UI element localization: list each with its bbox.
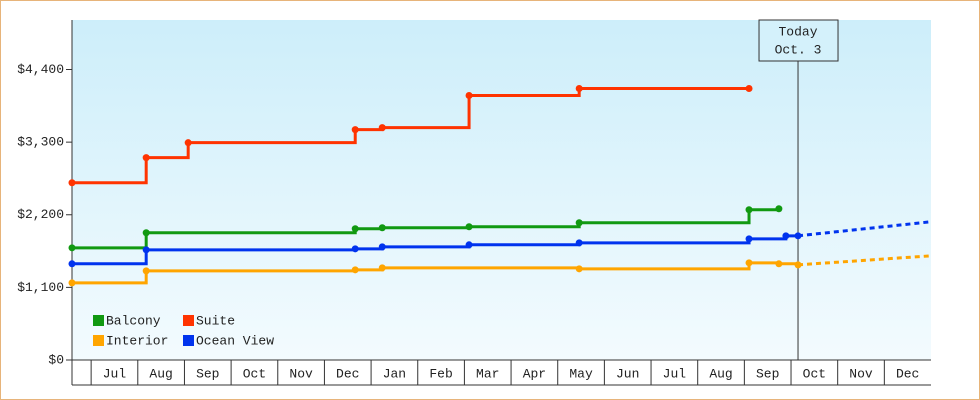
forecast-line	[797, 254, 932, 267]
data-point	[351, 225, 359, 233]
data-point	[378, 124, 386, 132]
data-point	[745, 206, 753, 214]
x-tick-label: Jul	[663, 366, 687, 381]
legend-swatch	[93, 335, 104, 346]
data-point	[351, 266, 359, 274]
today-box	[758, 19, 839, 62]
data-point	[378, 224, 386, 232]
data-point	[142, 154, 150, 162]
x-tick-label: Aug	[709, 366, 732, 381]
data-point	[142, 229, 150, 237]
data-point	[142, 246, 150, 254]
x-tick-label: May	[569, 366, 593, 381]
x-tick-label: Jan	[383, 366, 406, 381]
data-point	[575, 239, 583, 247]
data-point	[68, 179, 76, 187]
legend-label: Ocean View	[196, 333, 274, 348]
x-tick-label: Apr	[523, 366, 546, 381]
data-point	[575, 265, 583, 273]
data-point	[575, 85, 583, 93]
series-line	[72, 87, 750, 185]
x-tick-label: Dec	[336, 366, 359, 381]
x-tick-label: Feb	[429, 366, 452, 381]
data-point	[68, 260, 76, 268]
data-point	[184, 139, 192, 147]
data-point	[745, 235, 753, 243]
data-point	[465, 241, 473, 249]
x-tick-label: Aug	[149, 366, 172, 381]
data-point	[378, 243, 386, 251]
x-tick-label: Nov	[849, 366, 873, 381]
data-point	[465, 92, 473, 100]
data-point	[351, 245, 359, 253]
legend-swatch	[93, 315, 104, 326]
data-point	[68, 244, 76, 252]
x-tick-label: Dec	[896, 366, 919, 381]
plot-area	[72, 20, 931, 360]
x-tick-label: Nov	[289, 366, 313, 381]
y-tick-label: $0	[48, 352, 64, 367]
y-tick-label: $2,200	[17, 207, 64, 222]
legend-label: Suite	[196, 313, 235, 328]
x-tick-label: Jul	[103, 366, 127, 381]
y-tick-label: $1,100	[17, 280, 64, 295]
x-tick-label: Sep	[756, 366, 779, 381]
today-label: Today	[779, 24, 818, 39]
data-point	[465, 223, 473, 231]
x-tick-label: Sep	[196, 366, 219, 381]
forecast-line	[797, 220, 932, 238]
data-point	[575, 219, 583, 227]
legend-swatch	[183, 335, 194, 346]
data-point	[782, 232, 790, 240]
x-tick-label: Oct	[243, 366, 266, 381]
today-label: Oct. 3	[775, 42, 822, 57]
data-point	[351, 126, 359, 134]
y-tick-label: $4,400	[17, 62, 64, 77]
data-point	[775, 260, 783, 268]
legend-label: Interior	[106, 333, 168, 348]
data-point	[68, 279, 76, 287]
x-tick-label: Jun	[616, 366, 639, 381]
x-tick-label: Oct	[803, 366, 826, 381]
data-point	[378, 264, 386, 272]
data-point	[142, 267, 150, 275]
y-tick-label: $3,300	[17, 135, 64, 150]
x-tick-label: Mar	[476, 366, 499, 381]
legend-label: Balcony	[106, 313, 161, 328]
data-point	[775, 205, 783, 213]
data-point	[745, 259, 753, 267]
legend-swatch	[183, 315, 194, 326]
data-point	[745, 85, 753, 93]
